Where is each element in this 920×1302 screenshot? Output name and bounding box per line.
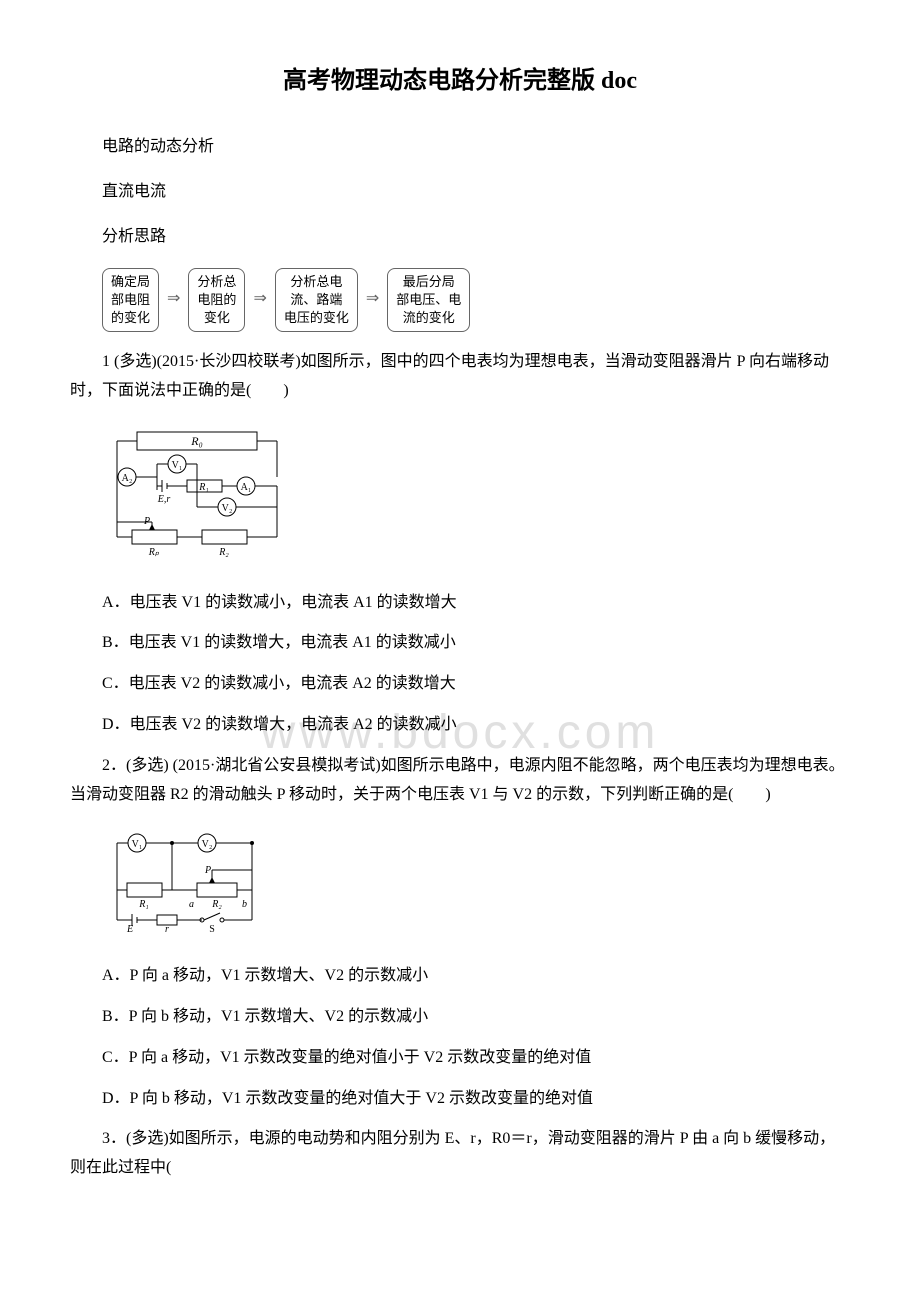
- question-3-stem: 3．(多选)如图所示，电源的电动势和内阻分别为 E、r，R0＝r，滑动变阻器的滑…: [70, 1125, 850, 1183]
- question-1-option-c: C．电压表 V2 的读数减小，电流表 A2 的读数增大: [70, 670, 850, 699]
- document-title: 高考物理动态电路分析完整版 doc: [70, 60, 850, 103]
- r0-label: R₀: [190, 434, 203, 448]
- v2-label: V₂: [202, 839, 213, 850]
- circuit-diagram-2: V₁ V₂ R₁ a R₂ b P E: [102, 825, 850, 946]
- analysis-flowchart: 确定局部电阻的变化 ⇒ 分析总电阻的变化 ⇒ 分析总电流、路端电压的变化 ⇒ 最…: [102, 268, 850, 333]
- s-label: S: [209, 924, 215, 935]
- flow-box-2: 分析总电阻的变化: [188, 268, 245, 333]
- v1-label: V₁: [132, 839, 143, 850]
- question-1-stem: 1 (多选)(2015·长沙四校联考)如图所示，图中的四个电表均为理想电表，当滑…: [70, 348, 850, 406]
- r-label: r: [165, 924, 169, 935]
- a1-label: A₁: [241, 482, 252, 493]
- b-label: b: [242, 899, 247, 910]
- question-2-option-d: D．P 向 b 移动，V1 示数改变量的绝对值大于 V2 示数改变量的绝对值: [70, 1085, 850, 1114]
- flow-box-3: 分析总电流、路端电压的变化: [275, 268, 358, 333]
- r2-label: R₂: [211, 899, 222, 910]
- question-2-option-a: A．P 向 a 移动，V1 示数增大、V2 的示数减小: [70, 962, 850, 991]
- question-1-option-b: B．电压表 V1 的读数增大，电流表 A1 的读数减小: [70, 629, 850, 658]
- v2-label: V₂: [222, 503, 233, 514]
- r1-label: R₁: [138, 899, 149, 910]
- question-2-option-b: B．P 向 b 移动，V1 示数增大、V2 的示数减小: [70, 1003, 850, 1032]
- intro-line-1: 电路的动态分析: [70, 133, 850, 162]
- rp-label: Rₚ: [148, 547, 160, 558]
- question-2-stem: 2．(多选) (2015·湖北省公安县模拟考试)如图所示电路中，电源内阻不能忽略…: [70, 752, 850, 810]
- flow-box-4: 最后分局部电压、电流的变化: [387, 268, 470, 333]
- a-label: a: [189, 899, 194, 910]
- flow-arrow-icon: ⇒: [366, 285, 379, 314]
- flow-arrow-icon: ⇒: [167, 285, 180, 314]
- question-1-option-d: D．电压表 V2 的读数增大，电流表 A2 的读数减小: [70, 711, 850, 740]
- e-label: E,r: [157, 494, 171, 505]
- circuit-diagram-1: R₀ A₂ V₁ E,r R₁ A₁ V₂: [102, 422, 850, 573]
- flow-box-1: 确定局部电阻的变化: [102, 268, 159, 333]
- v1-label: V₁: [172, 460, 183, 471]
- a2-label: A₂: [122, 473, 133, 484]
- intro-line-3: 分析思路: [70, 223, 850, 252]
- r2-label: R₂: [218, 547, 229, 558]
- p-label: P: [204, 865, 211, 876]
- r1-label: R₁: [198, 482, 209, 493]
- question-2-option-c: C．P 向 a 移动，V1 示数改变量的绝对值小于 V2 示数改变量的绝对值: [70, 1044, 850, 1073]
- question-1-option-a: A．电压表 V1 的读数减小，电流表 A1 的读数增大: [70, 589, 850, 618]
- flow-arrow-icon: ⇒: [253, 285, 266, 314]
- intro-line-2: 直流电流: [70, 178, 850, 207]
